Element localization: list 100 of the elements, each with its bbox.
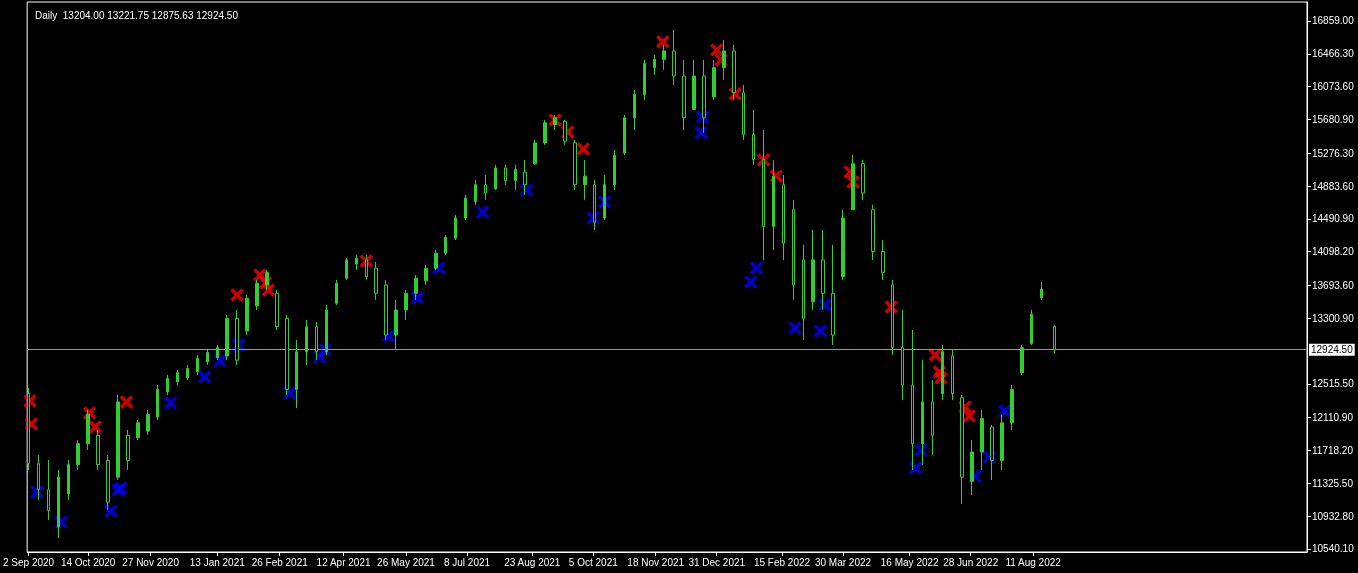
candlestick — [921, 359, 924, 466]
candlestick — [285, 314, 289, 396]
candlestick — [335, 279, 338, 306]
candlestick — [980, 409, 984, 471]
candlestick — [265, 269, 269, 291]
x-tick-label: 28 Jun 2022 — [943, 556, 999, 568]
candlestick — [583, 159, 587, 201]
candlestick — [67, 459, 70, 501]
candlestick — [196, 354, 199, 376]
candlestick — [37, 454, 40, 501]
candlestick — [126, 429, 130, 471]
candlestick — [752, 109, 755, 166]
candlestick — [792, 199, 795, 301]
candlestick — [901, 309, 904, 401]
candlestick — [424, 264, 428, 286]
candlestick — [96, 429, 100, 471]
candlestick — [563, 119, 567, 146]
candlestick — [931, 379, 934, 456]
candlestick — [106, 454, 110, 511]
y-tick-label: 15276.30 — [1312, 147, 1355, 159]
candlestick — [653, 54, 656, 76]
candlestick — [881, 239, 885, 281]
y-tick-label: 10540.10 — [1312, 543, 1355, 555]
candlestick — [861, 159, 865, 201]
point — [410, 290, 425, 306]
candlestick — [1040, 281, 1043, 301]
point — [749, 260, 764, 276]
candlestick — [891, 279, 894, 356]
candlestick — [802, 244, 805, 341]
point — [743, 274, 759, 290]
y-tick-label: 14098.20 — [1312, 246, 1355, 258]
x-tick-label: 2 Sep 2020 — [2, 556, 55, 568]
point — [547, 112, 563, 128]
candlestick — [176, 369, 179, 386]
candlestick — [166, 374, 169, 396]
candlestick — [593, 179, 596, 231]
point — [817, 297, 832, 313]
candlestick — [1020, 344, 1024, 376]
x-tick-label: 13 Jan 2021 — [189, 556, 246, 568]
candlestick — [245, 294, 249, 336]
candlestick — [951, 349, 954, 401]
candlestick — [186, 364, 189, 381]
candlestick — [275, 289, 279, 331]
candlestick — [782, 174, 785, 261]
candlestick — [27, 387, 30, 471]
candlestick — [414, 274, 418, 301]
candlestick — [156, 384, 159, 421]
candlestick — [454, 214, 457, 241]
x-tick-label: 23 Aug 2021 — [504, 556, 561, 568]
point — [908, 460, 923, 476]
point — [229, 287, 245, 303]
x-tick-label: 12 Apr 2021 — [316, 556, 371, 568]
candlestick — [613, 149, 616, 191]
candlestick — [623, 114, 626, 156]
y-tick-label: 14490.90 — [1312, 213, 1355, 225]
candlestick — [514, 164, 517, 191]
x-tick-label: 26 May 2021 — [377, 556, 436, 568]
candlestick — [702, 59, 706, 134]
x-tick-label: 14 Oct 2020 — [60, 556, 116, 568]
candlestick — [474, 179, 477, 206]
candlestick — [772, 159, 775, 251]
candlestick — [1000, 414, 1004, 471]
point — [312, 349, 327, 365]
candlestick — [394, 299, 398, 351]
candlestick — [434, 249, 438, 271]
candlestick — [732, 44, 736, 101]
candlestick — [682, 59, 686, 131]
candlestick — [523, 159, 527, 196]
x-tick-label: 27 Nov 2020 — [122, 556, 180, 568]
y-tick-label: 16859.00 — [1312, 15, 1355, 27]
candlestick — [533, 139, 537, 166]
point — [252, 267, 268, 283]
candlestick — [821, 229, 825, 311]
point — [928, 347, 943, 363]
point — [163, 395, 178, 411]
candlestick — [325, 304, 328, 356]
point — [88, 419, 103, 435]
candlestick — [374, 261, 378, 301]
ref-line-label: 12924.50 — [1311, 344, 1354, 356]
candlestick — [672, 29, 676, 86]
point — [475, 204, 490, 220]
candlestick — [712, 59, 716, 101]
point — [913, 442, 929, 458]
candlestick — [365, 254, 368, 281]
candlestick — [1053, 324, 1056, 355]
candlestick — [831, 244, 835, 346]
candlestick — [355, 254, 358, 271]
candlestick — [235, 309, 239, 366]
candlestick — [136, 419, 140, 441]
y-tick-label: 15680.90 — [1312, 113, 1355, 125]
candlestick — [742, 84, 745, 141]
candlestick — [553, 114, 557, 131]
x-tick-label: 15 Feb 2022 — [753, 556, 811, 568]
point — [119, 394, 134, 410]
candlestick — [444, 234, 447, 256]
candlestick — [255, 279, 259, 311]
candlestick — [345, 257, 348, 281]
y-tick-label: 12515.50 — [1312, 378, 1355, 390]
candlestick — [295, 339, 298, 409]
candlestick — [305, 319, 308, 366]
